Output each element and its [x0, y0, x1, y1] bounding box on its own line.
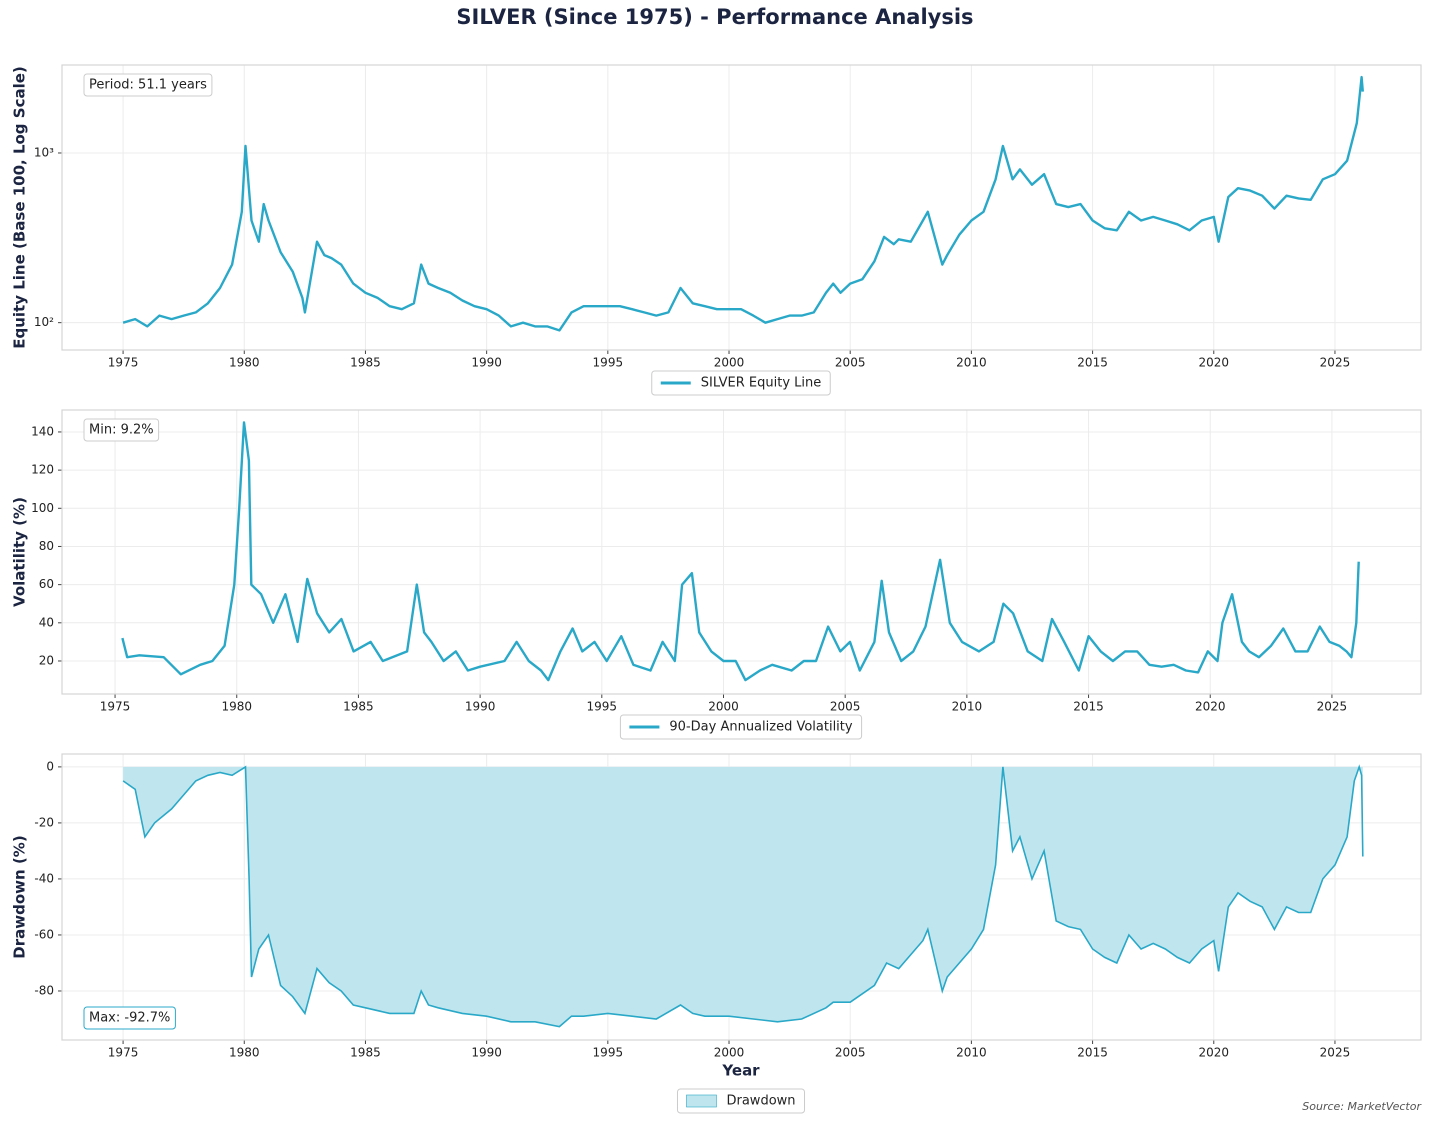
annotation-text: Max: -92.7% [89, 1011, 170, 1026]
panel: 1975 1980 1985 1990 1995 2000 2005 2010 2015 2020… [11, 64, 1422, 396]
area-line [122, 764, 1364, 1028]
panel: 1975 1980 1985 1990 1995 2000 2005 2010 2015 2020… [11, 409, 1422, 740]
x-tick-label: 1985 [350, 356, 381, 370]
x-tick-label: 2005 [835, 1046, 866, 1060]
source-note: Source: MarketVector [1302, 1100, 1422, 1113]
y-tick-label: 10³ [34, 145, 54, 159]
x-tick-label: 2025 [1320, 1046, 1351, 1060]
legend-label: 90-Day Annualized Volatility [669, 720, 852, 735]
annotation: Max: -92.7% [83, 1006, 176, 1030]
x-tick-label: 2020 [1198, 356, 1229, 370]
y-tick-label: 10² [34, 315, 54, 329]
annotation-box [83, 73, 213, 97]
x-tick-label: 1975 [108, 1046, 139, 1060]
legend: Drawdown [676, 1088, 806, 1114]
annotation-box [83, 418, 160, 442]
x-tick-label: 2005 [835, 356, 866, 370]
y-tick-label: 20 [39, 653, 54, 667]
y-tick-label: 120 [31, 463, 54, 477]
series-line [122, 75, 1364, 332]
x-tick-label: 1975 [108, 356, 139, 370]
plot-frame [61, 753, 1422, 1041]
plot-frame [61, 64, 1422, 351]
legend-box [619, 714, 863, 740]
legend: SILVER Equity Line [651, 370, 831, 396]
x-tick-label: 1995 [593, 356, 624, 370]
y-tick-label: 80 [39, 539, 54, 553]
annotation-box [83, 1006, 176, 1030]
legend-label: SILVER Equity Line [701, 376, 822, 391]
y-tick-label: 60 [39, 577, 54, 591]
area-fill [123, 766, 1363, 1027]
annotation: Period: 51.1 years [83, 73, 213, 97]
plot-frame [61, 409, 1422, 695]
x-tick-label: 2010 [956, 1046, 987, 1060]
y-tick-label: 140 [31, 424, 54, 438]
x-tick-label: 2015 [1077, 1046, 1108, 1060]
annotation-text: Min: 9.2% [89, 423, 154, 438]
x-tick-label: 1980 [221, 700, 252, 714]
x-tick-label: 1980 [229, 356, 260, 370]
y-axis-label: Drawdown (%) [11, 835, 29, 958]
figure-title: SILVER (Since 1975) - Performance Analys… [456, 5, 973, 29]
x-tick-label: 2000 [708, 700, 739, 714]
legend: 90-Day Annualized Volatility [619, 714, 863, 740]
x-tick-label: 2025 [1320, 356, 1351, 370]
y-axis-label: Equity Line (Base 100, Log Scale) [11, 66, 29, 349]
legend-label: Drawdown [726, 1094, 795, 1109]
x-axis-label: Year [721, 1062, 760, 1080]
x-tick-label: 1985 [343, 700, 374, 714]
y-tick-label: -40 [34, 871, 54, 885]
annotation: Min: 9.2% [83, 418, 160, 442]
x-tick-label: 1990 [471, 356, 502, 370]
legend-box [651, 370, 831, 396]
y-tick-label: 100 [31, 501, 54, 515]
x-tick-label: 2020 [1198, 1046, 1229, 1060]
x-tick-label: 2015 [1077, 356, 1108, 370]
x-tick-label: 2015 [1073, 700, 1104, 714]
panel: 1975 1980 1985 1990 1995 2000 2005 2010 2015 2020… [11, 753, 1422, 1114]
annotation-text: Period: 51.1 years [89, 78, 207, 93]
x-tick-label: 1980 [229, 1046, 260, 1060]
y-tick-label: 40 [39, 615, 54, 629]
x-tick-label: 2000 [714, 1046, 745, 1060]
y-tick-label: -20 [34, 815, 54, 829]
x-tick-label: 1990 [471, 1046, 502, 1060]
x-tick-label: 1990 [465, 700, 496, 714]
series-line [121, 421, 1360, 682]
x-tick-label: 1995 [587, 700, 618, 714]
x-tick-label: 2000 [714, 356, 745, 370]
x-tick-label: 2020 [1195, 700, 1226, 714]
x-tick-label: 2025 [1317, 700, 1348, 714]
y-axis-label: Volatility (%) [11, 497, 29, 607]
x-tick-label: 1995 [593, 1046, 624, 1060]
x-tick-label: 2010 [956, 356, 987, 370]
y-tick-label: -80 [34, 983, 54, 997]
x-tick-label: 1985 [350, 1046, 381, 1060]
x-tick-label: 2010 [952, 700, 983, 714]
x-tick-label: 2005 [830, 700, 861, 714]
x-tick-label: 1975 [100, 700, 131, 714]
y-tick-label: 0 [46, 759, 54, 773]
legend-swatch [686, 1094, 717, 1108]
y-tick-label: -60 [34, 927, 54, 941]
